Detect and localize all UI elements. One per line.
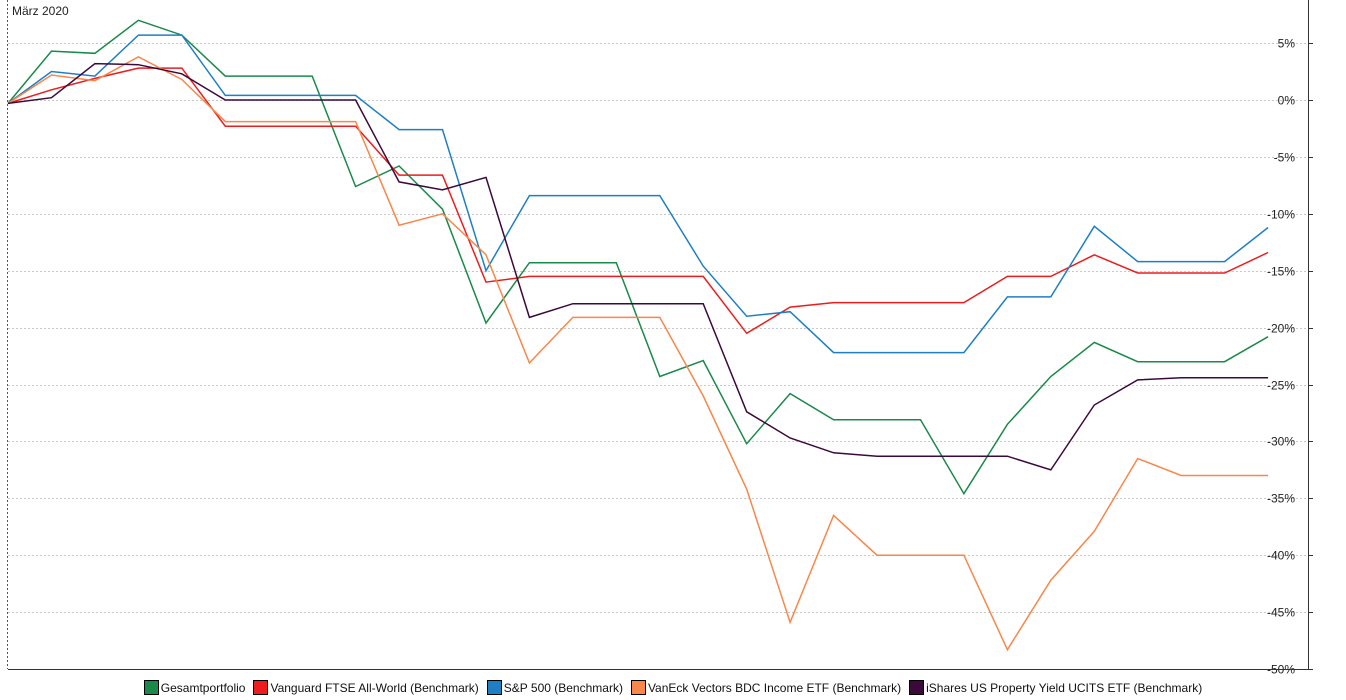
legend-label: Gesamtportfolio	[160, 680, 246, 695]
series-lines	[7, 19, 1269, 652]
series-line-1	[7, 19, 1269, 496]
legend-swatch	[630, 680, 646, 695]
legend-label: S&P 500 (Benchmark)	[503, 680, 623, 695]
legend-item: VanEck Vectors BDC Income ETF (Benchmark…	[630, 680, 902, 695]
y-tick-label: -10%	[1267, 208, 1295, 222]
legend-item: S&P 500 (Benchmark)	[486, 680, 623, 695]
y-tick-label: -30%	[1267, 435, 1295, 449]
series-line-3	[7, 34, 1269, 354]
y-tick-label: -40%	[1267, 549, 1295, 563]
y-tick-label: -20%	[1267, 322, 1295, 336]
y-tick-label: -5%	[1274, 151, 1296, 165]
legend-swatch	[486, 680, 502, 695]
axes: 5%0%-5%-10%-15%-20%-25%-30%-35%-40%-45%-…	[7, 0, 1313, 677]
legend-label: iShares US Property Yield UCITS ETF (Ben…	[926, 680, 1203, 695]
chart-legend: Gesamtportfolio Vanguard FTSE All-World (…	[0, 680, 1346, 695]
legend-label: VanEck Vectors BDC Income ETF (Benchmark…	[647, 680, 902, 695]
series-line-4	[7, 55, 1269, 652]
y-tick-label: 5%	[1278, 37, 1296, 51]
y-tick-label: -15%	[1267, 265, 1295, 279]
legend-item: Gesamtportfolio	[143, 680, 246, 695]
chart-date-label: März 2020	[12, 4, 69, 18]
y-tick-label: -45%	[1267, 606, 1295, 620]
legend-swatch	[253, 680, 269, 695]
legend-item: iShares US Property Yield UCITS ETF (Ben…	[909, 680, 1202, 695]
legend-label: Vanguard FTSE All-World (Benchmark)	[270, 680, 479, 695]
y-tick-label: -25%	[1267, 379, 1295, 393]
series-line-2	[7, 67, 1269, 335]
legend-swatch	[909, 680, 925, 695]
y-tick-label: 0%	[1278, 94, 1296, 108]
series-line-5	[7, 62, 1269, 471]
gridlines	[8, 43, 1308, 613]
legend-swatch	[143, 680, 159, 695]
legend-item: Vanguard FTSE All-World (Benchmark)	[253, 680, 479, 695]
y-tick-label: -35%	[1267, 492, 1295, 506]
